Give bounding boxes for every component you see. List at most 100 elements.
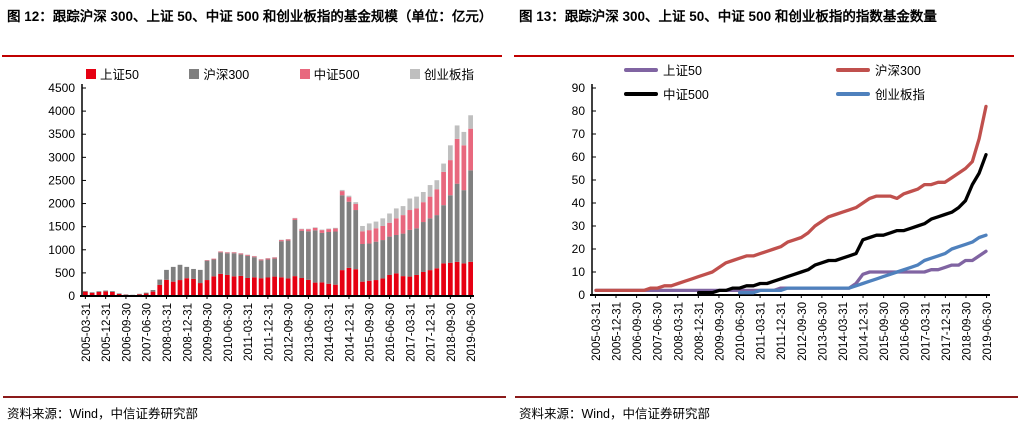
chinext-line-series [738, 233, 988, 295]
legend-label-sse50: 上证50 [663, 64, 702, 78]
svg-text:4000: 4000 [48, 104, 75, 118]
svg-text:2008-03-31: 2008-03-31 [162, 303, 174, 362]
svg-text:1500: 1500 [48, 220, 75, 234]
hs300-bar-segment [143, 292, 149, 294]
hs300-bar-segment [272, 258, 277, 277]
sse50-bar-segment [387, 274, 392, 296]
sse50-bar-segment [360, 281, 365, 296]
figure13-footer-rule [515, 396, 1018, 398]
csi500-bar-segment [454, 138, 460, 184]
svg-text:80: 80 [572, 104, 586, 118]
stacked-bars [83, 115, 473, 296]
legend-label-chinext: 创业板指 [875, 88, 926, 102]
hs300-bar-segment [292, 219, 298, 277]
figure13-panel: 图 13：跟踪沪深 300、上证 50、中证 500 和创业板指的指数基金数量 … [512, 0, 1023, 429]
hs300-bar-segment [211, 259, 217, 277]
csi500-color-swatch-icon [299, 68, 310, 79]
hs300-bar-segment [258, 260, 264, 279]
sse50-bar-segment [245, 277, 250, 296]
csi500-bar-segment [339, 191, 345, 196]
hs300-bar-segment [373, 241, 379, 281]
hs300-bar-segment [380, 240, 386, 279]
sse50-bar-segment [218, 273, 223, 296]
chinext-bar-segment [461, 131, 467, 146]
sse50-bar-segment [103, 291, 109, 296]
chinext-bar-segment [454, 125, 460, 139]
svg-text:2005-03-31: 2005-03-31 [81, 303, 93, 362]
svg-text:2016-06-30: 2016-06-30 [900, 302, 912, 361]
sse50-bar-segment [306, 279, 311, 296]
sse50-bar-segment [420, 271, 426, 296]
sse50-bar-segment [468, 261, 473, 296]
chinext-bar-segment [427, 185, 433, 197]
svg-text:2014-03-31: 2014-03-31 [838, 302, 850, 361]
sse50-bar-segment [279, 277, 284, 296]
hs300-bar-segment [150, 289, 156, 292]
sse50-bar-segment [204, 280, 210, 296]
csi500-bar-segment [251, 256, 257, 258]
sse50-bar-segment [164, 279, 169, 296]
chinext-bar-segment [447, 145, 453, 161]
hs300-bar-segment [231, 253, 237, 277]
hs300-bar-segment [265, 259, 271, 278]
svg-text:2011-12-31: 2011-12-31 [263, 303, 275, 361]
sse50-bar-segment [393, 273, 399, 296]
hs300-bar-segment [238, 254, 244, 276]
csi500-bar-segment [211, 258, 217, 260]
sse50-bar-segment [427, 270, 433, 296]
csi500-line-swatch-icon [624, 91, 658, 96]
hs300-bar-segment [387, 236, 392, 275]
sse50-bar-segment [170, 281, 176, 296]
csi500-bar-segment [218, 251, 223, 253]
svg-text:1000: 1000 [48, 243, 75, 257]
sse50-bar-segment [400, 276, 406, 296]
hs300-bar-segment [434, 215, 440, 269]
svg-text:60: 60 [572, 150, 586, 164]
figure12-panel: 图 12：跟踪沪深 300、上证 50、中证 500 和创业板指的基金规模（单位… [0, 0, 511, 429]
svg-text:2010-06-30: 2010-06-30 [735, 302, 747, 361]
svg-text:2019-06-30: 2019-06-30 [982, 302, 994, 361]
svg-text:20: 20 [572, 242, 586, 256]
svg-text:2006-09-30: 2006-09-30 [632, 302, 644, 361]
hs300-bar-segment [116, 293, 122, 294]
y-axis: 0 500 1000 1500 2000 2500 3000 3500 4000 4500 [48, 81, 86, 303]
sse50-bar-segment [353, 269, 359, 296]
chinext-bar-segment [326, 228, 332, 230]
figure12-title-underline [2, 55, 502, 57]
chinext-bar-segment [407, 198, 413, 211]
svg-text:2011-03-31: 2011-03-31 [243, 303, 255, 361]
csi500-bar-segment [204, 260, 210, 261]
sse50-bar-segment [366, 280, 372, 296]
legend-label-csi500: 中证500 [313, 68, 360, 82]
legend-label-hs300: 沪深300 [203, 68, 250, 82]
hs300-bar-segment [400, 233, 406, 277]
svg-text:2000: 2000 [48, 197, 75, 211]
sse50-bar-segment [373, 280, 379, 296]
sse50-bar-segment [177, 280, 183, 296]
figure13-legend: 上证50 沪深300 中证500 创业板指 [624, 60, 996, 103]
chinext-bar-segment [434, 180, 440, 190]
sse50-bar-segment [251, 277, 257, 296]
sse50-bar-segment [110, 291, 115, 296]
legend-item-chinext: 创业板指 [409, 64, 474, 83]
svg-text:2010-06-30: 2010-06-30 [223, 303, 235, 362]
csi500-bar-segment [461, 145, 467, 191]
chinext-bar-segment [414, 196, 419, 209]
csi500-bar-segment [326, 229, 332, 232]
svg-text:2009-09-30: 2009-09-30 [203, 303, 215, 362]
svg-text:40: 40 [572, 196, 586, 210]
sse50-bar-segment [312, 282, 318, 296]
hs300-bar-segment [319, 232, 325, 283]
sse50-bar-segment [407, 276, 413, 296]
csi500-bar-segment [427, 196, 433, 219]
hs300-bar-segment [461, 190, 467, 264]
sse50-bar-segment [191, 278, 196, 296]
csi500-bar-segment [299, 229, 305, 231]
svg-text:90: 90 [572, 81, 586, 95]
csi500-bar-segment [238, 253, 244, 255]
csi500-bar-segment [380, 225, 386, 241]
figure13-source: 资料来源：Wind，中信证券研究部 [519, 407, 710, 421]
hs300-bar-segment [447, 195, 453, 263]
csi500-bar-segment [312, 227, 318, 231]
